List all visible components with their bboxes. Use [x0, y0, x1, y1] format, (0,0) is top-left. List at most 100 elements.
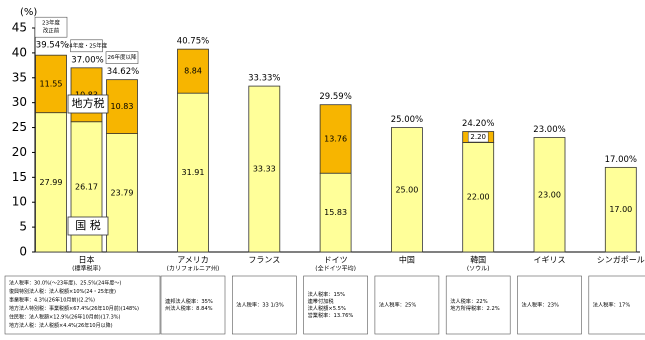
- segment-label: 17.00: [609, 205, 632, 214]
- x-sub-label: (全ドイツ平均): [315, 265, 356, 273]
- y-tick-label: 45: [12, 21, 27, 35]
- legend-label: 地方税: [72, 96, 105, 110]
- y-tick-label: 0: [19, 245, 27, 259]
- segment-label: 27.99: [40, 178, 63, 187]
- segment-label: 26.17: [75, 182, 98, 191]
- segment-label-box: [467, 131, 489, 143]
- bar-segment: [177, 92, 209, 253]
- note-box: [160, 275, 226, 335]
- note-line: 営業税率：13.76%: [308, 311, 354, 319]
- segment-label: 25.00: [395, 185, 418, 194]
- legend-box: [67, 216, 109, 236]
- segment-label: 22.00: [467, 193, 490, 202]
- bar-segment: [106, 133, 138, 253]
- x-tick-label: 韓国: [470, 255, 486, 265]
- bar-segment: [319, 172, 352, 253]
- note-box: [517, 275, 582, 335]
- note-line: 法人税率：30.0%(～23年度)、25.5%(24年度～): [9, 280, 121, 287]
- bar-note-box: [105, 51, 139, 64]
- segment-label: 33.33: [253, 165, 276, 174]
- bar-segment: [604, 166, 637, 253]
- bar-note: 26年度以降: [108, 53, 137, 61]
- total-label: 17.00%: [605, 155, 637, 165]
- note-line: 地方所得税率：2.2%: [450, 304, 500, 312]
- x-tick-label: 日本: [79, 255, 95, 265]
- segment-label: 2.20: [470, 133, 486, 141]
- note-box: [588, 275, 645, 335]
- total-label: 24.20%: [462, 119, 494, 129]
- segment-label: 11.55: [40, 79, 63, 88]
- x-sub-label: (カリフォルニア州): [167, 266, 220, 273]
- total-label: 33.33%: [248, 74, 280, 84]
- bar-segment: [319, 104, 352, 174]
- note-box: [445, 275, 511, 335]
- note-line: 法人税率：15%: [308, 290, 346, 298]
- total-label: 29.59%: [319, 92, 351, 102]
- bar-segment: [177, 48, 209, 94]
- segment-label: 13.76: [324, 134, 347, 143]
- x-sub-label: (ソウル): [467, 265, 490, 273]
- note-line: 地方法人税：法人税額×4.4%(26年10月以降): [9, 322, 113, 329]
- y-tick-label: 10: [12, 195, 27, 209]
- total-label: 37.00%: [71, 55, 103, 65]
- segment-label: 15.83: [324, 208, 347, 217]
- bar-segment: [390, 127, 423, 253]
- y-tick-label: 35: [12, 70, 27, 84]
- bar-note: 改正前: [43, 27, 60, 35]
- total-label: 23.00%: [533, 125, 565, 135]
- note-line: 法人税率：17%: [593, 301, 631, 309]
- total-label: 40.75%: [177, 37, 209, 47]
- note-box: [232, 275, 297, 335]
- note-line: 法人税率：25%: [379, 301, 417, 309]
- y-tick-label: 20: [12, 145, 27, 159]
- note-line: 法人税率：33 1/3%: [236, 301, 284, 309]
- bar-segment: [533, 137, 566, 253]
- note-line: 法人税率：23%: [522, 301, 560, 309]
- total-label: 39.54%: [36, 41, 68, 51]
- legend-box: [67, 94, 109, 114]
- bar-segment: [462, 142, 495, 253]
- x-tick-label: ドイツ: [324, 256, 348, 265]
- segment-label: 23.00: [538, 190, 561, 199]
- bar-note: 24年度・25年度: [66, 41, 108, 49]
- x-tick-label: フランス: [248, 256, 280, 265]
- segment-label: 23.79: [111, 188, 134, 197]
- y-unit: (%): [20, 7, 37, 18]
- bar-note-box: [70, 39, 103, 53]
- y-tick-label: 30: [12, 95, 27, 109]
- total-label: 34.62%: [107, 67, 139, 77]
- x-tick-label: イギリス: [534, 256, 566, 265]
- y-tick-label: 15: [12, 170, 27, 184]
- note-line: 法人税率：22%: [450, 297, 488, 305]
- bar-segment: [35, 112, 67, 253]
- note-line: 住民税：法人税額×12.9%(26年10月前)(17.3%): [9, 314, 121, 321]
- note-line: 事業税率：4.3%(26年10月前)(2.2%): [9, 297, 95, 304]
- y-tick-label: 40: [12, 45, 27, 59]
- bar-segment: [35, 54, 67, 114]
- note-box: [303, 275, 368, 335]
- y-tick-label: 5: [19, 220, 27, 234]
- x-tick-label: 中国: [399, 255, 415, 265]
- bar-segment: [248, 85, 281, 253]
- segment-label: 10.83: [111, 102, 134, 111]
- y-tick-label: 25: [12, 120, 27, 134]
- bar-note: 23年度: [42, 19, 60, 27]
- legend-label: 国 税: [75, 218, 101, 232]
- x-sub-label: (標準税率): [72, 265, 101, 273]
- segment-label: 31.91: [182, 168, 205, 177]
- x-tick-label: シンガポール: [597, 255, 645, 265]
- segment-label: 8.84: [184, 67, 202, 76]
- note-line: 地方法人特別税：事業税額×67.4%(26年10月前)(148%): [9, 305, 139, 312]
- bar-segment: [106, 79, 138, 134]
- note-box: [374, 275, 440, 335]
- note-line: 州法人税率：8.84%: [165, 304, 213, 312]
- x-tick-label: アメリカ: [177, 256, 209, 265]
- note-line: 連邦法人税率：35%: [165, 297, 213, 305]
- note-box: [4, 275, 161, 335]
- total-label: 25.00%: [391, 115, 423, 125]
- note-line: 連帯付加税: [308, 297, 335, 305]
- note-line: 復興特別法人税：法人税額×10%(24・25年度): [9, 288, 116, 295]
- note-line: 法人税額×5.5%: [308, 304, 346, 312]
- bar-note-box: [34, 16, 68, 38]
